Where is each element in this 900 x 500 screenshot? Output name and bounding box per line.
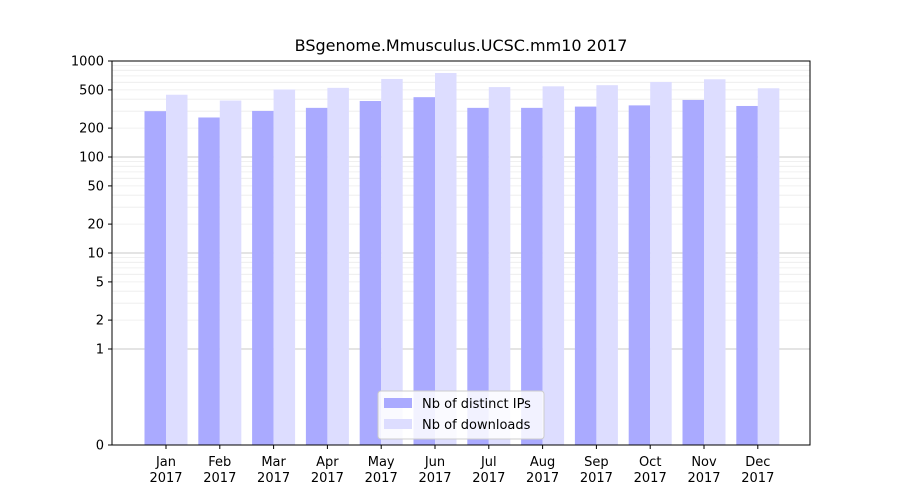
x-tick-label-year: 2017 bbox=[149, 471, 182, 486]
bar-distinct-ips bbox=[144, 111, 166, 446]
bar-downloads bbox=[273, 89, 296, 446]
x-tick-label-month: Apr bbox=[316, 455, 339, 470]
x-tick-label-month: Oct bbox=[639, 455, 661, 470]
x-axis: Jan2017Feb2017Mar2017Apr2017May2017Jun20… bbox=[149, 445, 774, 486]
x-tick-label-month: Jun bbox=[424, 455, 445, 470]
y-tick-label: 2 bbox=[96, 314, 104, 329]
y-tick-label: 1 bbox=[96, 343, 104, 358]
bar-distinct-ips bbox=[305, 107, 328, 446]
bar-downloads bbox=[488, 87, 511, 445]
y-tick-label: 1000 bbox=[71, 55, 104, 70]
x-tick-label-month: Sep bbox=[584, 455, 609, 470]
bar-distinct-ips bbox=[628, 105, 651, 445]
x-tick-label-month: Aug bbox=[530, 455, 555, 470]
x-tick-label-year: 2017 bbox=[580, 471, 613, 486]
legend-box bbox=[377, 390, 545, 440]
bar-distinct-ips bbox=[467, 107, 489, 446]
bar-downloads bbox=[650, 81, 672, 446]
y-tick-label: 0 bbox=[96, 439, 104, 454]
x-tick-label-year: 2017 bbox=[311, 471, 344, 486]
bar-distinct-ips bbox=[413, 97, 435, 446]
x-tick-label-month: Nov bbox=[691, 455, 717, 470]
bars bbox=[144, 72, 780, 446]
bar-distinct-ips bbox=[736, 105, 758, 445]
x-tick-label-month: Jul bbox=[480, 455, 497, 470]
x-tick-label-month: Dec bbox=[745, 455, 770, 470]
bar-distinct-ips bbox=[521, 107, 543, 446]
bar-downloads bbox=[381, 78, 403, 445]
bar-downloads bbox=[219, 100, 242, 446]
y-tick-label: 10 bbox=[87, 247, 104, 262]
bar-downloads bbox=[435, 72, 457, 446]
x-tick-label-year: 2017 bbox=[203, 471, 236, 486]
y-tick-label: 20 bbox=[87, 218, 104, 233]
y-tick-label: 200 bbox=[79, 122, 104, 137]
bar-distinct-ips bbox=[198, 117, 220, 446]
x-tick-label-year: 2017 bbox=[741, 471, 774, 486]
x-tick-label-year: 2017 bbox=[634, 471, 667, 486]
bar-distinct-ips bbox=[252, 110, 274, 445]
x-tick-label-year: 2017 bbox=[418, 471, 451, 486]
bar-distinct-ips bbox=[574, 106, 597, 445]
x-tick-label-month: Jan bbox=[155, 455, 176, 470]
bar-distinct-ips bbox=[682, 99, 704, 445]
x-tick-label-year: 2017 bbox=[472, 471, 505, 486]
x-tick-label-year: 2017 bbox=[687, 471, 720, 486]
legend-swatch-ips bbox=[384, 398, 412, 408]
bar-downloads bbox=[327, 87, 349, 445]
y-tick-label: 100 bbox=[79, 151, 104, 166]
bar-downloads bbox=[596, 85, 618, 445]
x-tick-label-year: 2017 bbox=[257, 471, 290, 486]
x-tick-label-month: Mar bbox=[261, 455, 286, 470]
x-tick-label-year: 2017 bbox=[526, 471, 559, 486]
bar-downloads bbox=[704, 79, 726, 446]
bar-downloads bbox=[166, 94, 188, 445]
y-tick-label: 500 bbox=[79, 83, 104, 98]
bar-downloads bbox=[542, 86, 565, 445]
bar-distinct-ips bbox=[359, 101, 382, 446]
y-tick-label: 5 bbox=[96, 275, 104, 290]
bar-downloads bbox=[757, 88, 780, 446]
chart-title: BSgenome.Mmusculus.UCSC.mm10 2017 bbox=[295, 36, 628, 55]
legend-label-downloads: Nb of downloads bbox=[422, 418, 531, 433]
y-axis: 0 1 2 5 10 20 50 100 200 500 1000 bbox=[71, 55, 112, 454]
x-tick-label-month: May bbox=[368, 455, 395, 470]
legend: Nb of distinct IPs Nb of downloads bbox=[377, 390, 545, 440]
legend-label-ips: Nb of distinct IPs bbox=[422, 397, 531, 412]
x-tick-label-month: Feb bbox=[208, 455, 231, 470]
y-tick-label: 50 bbox=[87, 179, 104, 194]
legend-swatch-downloads bbox=[384, 419, 412, 429]
x-tick-label-year: 2017 bbox=[365, 471, 398, 486]
